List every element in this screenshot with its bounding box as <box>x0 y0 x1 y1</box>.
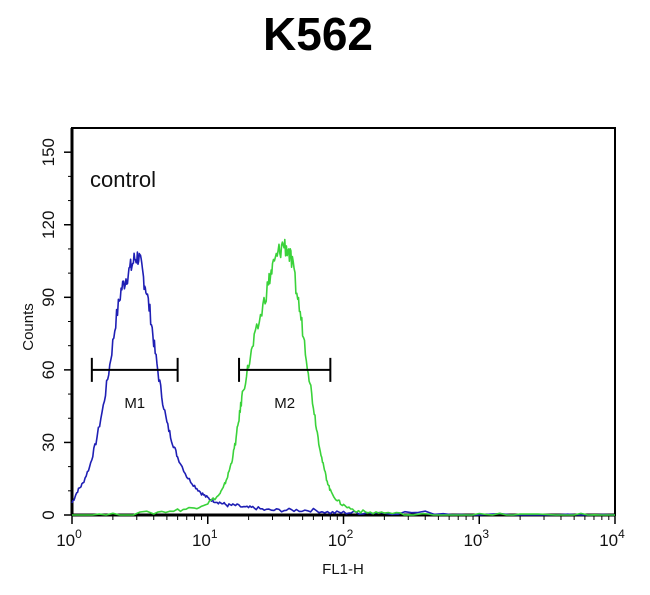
x-tick-label: 102 <box>328 527 354 550</box>
y-axis-label: Counts <box>20 303 37 351</box>
histogram-series-1 <box>71 251 616 516</box>
y-tick-label: 30 <box>39 433 58 452</box>
y-tick-label: 60 <box>39 360 58 379</box>
histogram-series-2 <box>72 238 615 516</box>
x-axis-label: FL1-H <box>322 561 364 578</box>
axis-ticks: 0 30 60 90 120 150 100 101 102 103 104 <box>39 138 625 550</box>
gate-label-m2: M2 <box>274 395 295 412</box>
y-tick-label: 150 <box>39 138 58 166</box>
series-layer <box>71 238 616 516</box>
y-tick-label: 120 <box>39 211 58 239</box>
x-tick-label: 104 <box>599 527 625 550</box>
x-tick-label: 103 <box>463 527 489 550</box>
control-annotation: control <box>90 167 156 192</box>
x-tick-label: 101 <box>192 527 218 550</box>
gate-label-m1: M1 <box>124 395 145 412</box>
y-tick-label: 90 <box>39 288 58 307</box>
gate-layer: M1 M2 <box>90 357 332 412</box>
y-tick-label: 0 <box>39 510 58 519</box>
x-tick-label: 100 <box>56 527 82 550</box>
chart-title: K562 <box>263 8 373 60</box>
